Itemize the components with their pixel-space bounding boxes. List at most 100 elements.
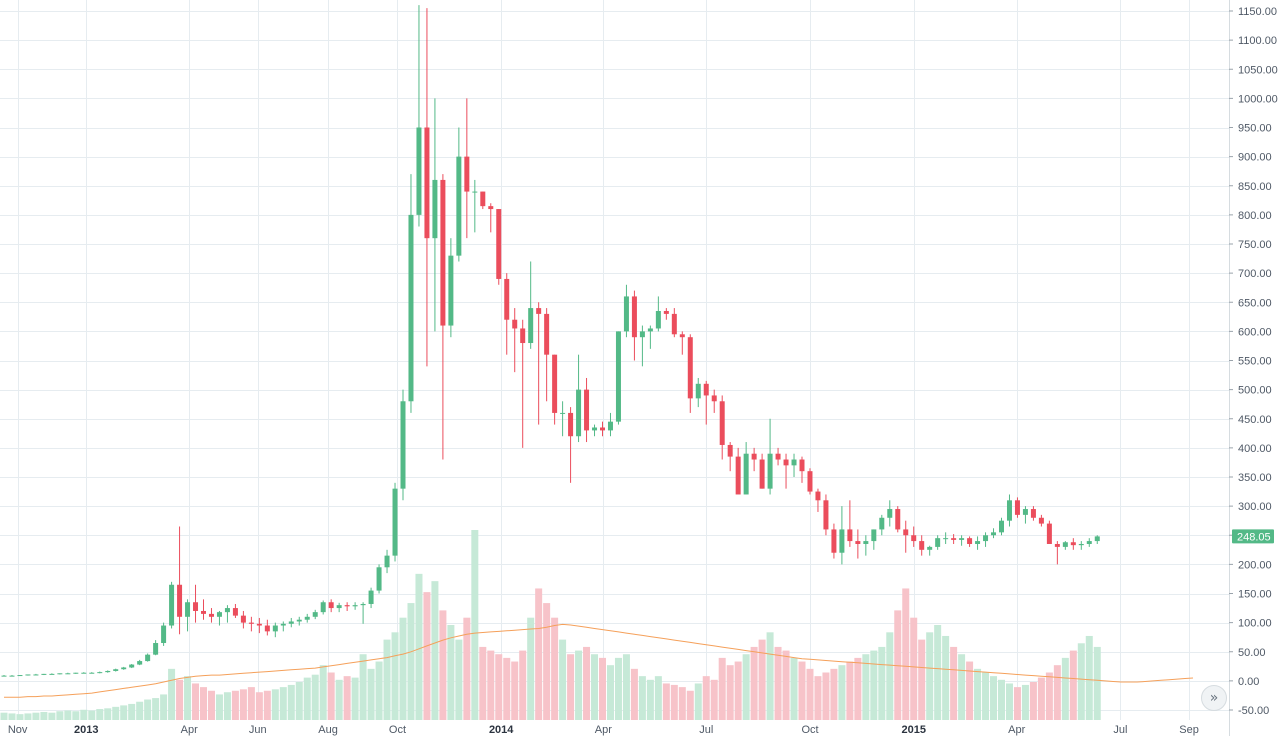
candle <box>839 506 845 565</box>
volume-bar <box>998 679 1005 720</box>
volume-bar <box>192 683 200 720</box>
candle <box>105 670 111 673</box>
candle-body <box>360 603 366 606</box>
volume-bar <box>152 698 160 720</box>
candle-body <box>232 608 238 616</box>
candle <box>1038 514 1044 527</box>
candle <box>544 308 550 402</box>
candle <box>1046 520 1052 544</box>
candle-body <box>312 612 318 617</box>
volume-bar <box>990 676 998 720</box>
volume-bar <box>112 706 120 720</box>
candle <box>935 535 941 550</box>
volume-bar <box>710 679 718 720</box>
volume-bar <box>375 661 383 720</box>
candle <box>496 209 502 285</box>
volume-bar <box>223 692 231 720</box>
candle-body <box>863 541 869 544</box>
candle-body <box>376 567 382 591</box>
volume-bar <box>431 581 439 720</box>
candle-body <box>201 610 206 614</box>
candle <box>536 302 542 425</box>
candle <box>1094 535 1100 544</box>
volume-bar <box>88 710 96 720</box>
candle-body <box>671 313 677 335</box>
candle <box>1078 541 1084 550</box>
candle <box>185 599 191 632</box>
volume-bar <box>646 679 654 720</box>
volume-bar <box>415 573 423 720</box>
candle-body <box>983 535 989 542</box>
time-tick-label: 2014 <box>489 724 514 736</box>
volume-bar <box>176 679 184 720</box>
volume-bar <box>447 625 455 720</box>
volume-bar <box>247 687 255 720</box>
candle <box>161 622 167 646</box>
candle <box>440 174 446 460</box>
candle-body <box>592 427 598 431</box>
candle <box>655 296 661 332</box>
candle-body <box>161 625 167 644</box>
price-tick-label: 300.00 <box>1238 501 1272 513</box>
candle <box>639 325 645 367</box>
candle <box>392 482 398 562</box>
volume-bar <box>774 646 782 720</box>
candle <box>1014 497 1020 518</box>
candle-body <box>775 453 781 460</box>
candle-body <box>240 615 246 623</box>
candle-body <box>623 296 629 332</box>
time-tick-label: Sep <box>1179 724 1199 736</box>
candle-body <box>919 541 925 550</box>
candle <box>1 675 7 677</box>
volume-bar <box>870 650 878 720</box>
candle-body <box>783 459 789 466</box>
candle-body <box>679 334 685 338</box>
volume-bar <box>128 703 136 720</box>
candle <box>400 389 406 501</box>
volume-bar <box>750 646 758 720</box>
candle <box>847 500 853 547</box>
time-axis[interactable]: Nov 2013 Apr Jun Aug Oct 2014 Apr Jul Oct 2015 Apr J… <box>8 724 1199 736</box>
candle-body <box>839 529 845 553</box>
candle <box>592 424 598 437</box>
volume-bar <box>583 646 591 720</box>
candle-body <box>927 546 933 550</box>
time-tick-label: Oct <box>801 724 818 736</box>
candle-body <box>448 255 454 326</box>
scroll-to-realtime-button[interactable]: » <box>1201 685 1227 711</box>
price-tick-label: 800.00 <box>1238 210 1272 222</box>
candle <box>903 520 909 553</box>
candle <box>871 529 877 550</box>
candle <box>607 412 613 437</box>
time-tick-label: 2015 <box>902 724 926 736</box>
volume-bar <box>918 639 926 720</box>
candle-body <box>49 673 55 675</box>
volume-bar <box>56 711 64 720</box>
price-axis[interactable]: 1150.00 1100.00 1050.00 1000.00 950.00 900.00… <box>1229 6 1278 717</box>
candle-body <box>584 389 590 431</box>
volume-bar <box>910 617 918 720</box>
candle-body <box>647 328 653 332</box>
volume-bar <box>96 709 104 720</box>
volume-bar <box>32 712 40 720</box>
candle <box>687 334 693 413</box>
volume-bars <box>0 530 1101 720</box>
candle-body <box>520 328 526 344</box>
price-tick-label: 600.00 <box>1238 326 1272 338</box>
candle <box>911 526 917 547</box>
candle <box>879 514 885 536</box>
candle <box>719 395 725 460</box>
time-tick-label: Jul <box>699 724 713 736</box>
volume-bar <box>255 692 263 720</box>
candle-body <box>951 538 957 540</box>
candle-body <box>137 661 143 665</box>
candle-body <box>272 625 278 632</box>
candle <box>432 98 438 332</box>
candle <box>336 602 342 613</box>
candle-body <box>967 538 973 544</box>
price-tick-label: 700.00 <box>1238 268 1272 280</box>
candle-body <box>81 672 87 674</box>
candle <box>280 621 286 632</box>
